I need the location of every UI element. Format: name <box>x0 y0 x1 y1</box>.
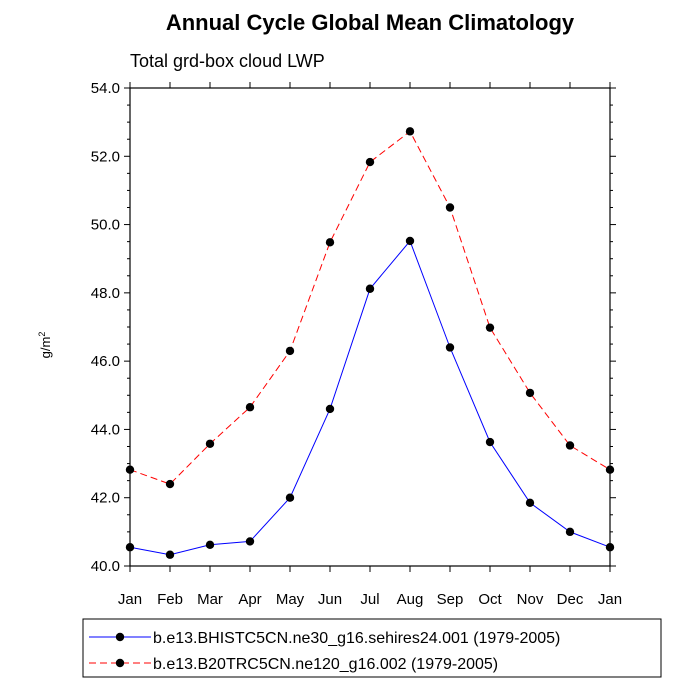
x-tick-label: Apr <box>238 591 261 608</box>
series-2-point <box>365 157 375 167</box>
series-2-point <box>605 465 615 474</box>
x-tick-label: Sep <box>437 591 464 608</box>
x-tick-label: Jan <box>598 591 622 608</box>
series-1-point <box>285 493 295 502</box>
series-1-point <box>365 284 375 293</box>
y-axis-label-exponent: 2 <box>37 332 47 337</box>
series-2-point <box>325 238 335 247</box>
x-tick-label: Jun <box>318 591 342 608</box>
y-tick-label: 42.0 <box>91 490 120 507</box>
x-tick-label: Nov <box>517 591 544 608</box>
series-2-point <box>525 388 535 398</box>
series-2-point <box>445 203 455 212</box>
series-2-point <box>285 346 295 356</box>
series-2-point <box>165 479 175 489</box>
series-1-point <box>205 540 215 550</box>
x-tick-label: Feb <box>157 591 183 608</box>
series-1-point <box>325 404 335 414</box>
y-axis-label: g/m2 <box>37 332 53 359</box>
x-tick-label: Dec <box>557 591 584 608</box>
legend-swatch-marker-2 <box>115 658 125 668</box>
series-1-point <box>445 343 455 352</box>
x-tick-label: Mar <box>197 591 223 608</box>
series-1-point <box>125 543 135 552</box>
y-tick-label: 48.0 <box>91 285 120 302</box>
x-tick-label: Aug <box>397 591 424 608</box>
y-tick-label: 50.0 <box>91 217 120 234</box>
series-1-point <box>165 550 175 559</box>
series-1-point <box>485 437 495 447</box>
y-tick-label: 44.0 <box>91 421 120 438</box>
y-tick-label: 52.0 <box>91 148 120 165</box>
series-2-point <box>245 403 255 412</box>
y-axis-label-unit: g/m <box>38 337 53 359</box>
chart-title: Annual Cycle Global Mean Climatology <box>166 10 575 35</box>
series-2-point <box>205 439 215 448</box>
series-2-point <box>405 127 415 136</box>
series-1-point <box>525 498 535 508</box>
x-tick-label: Jan <box>118 591 142 608</box>
series-2-point <box>565 441 575 450</box>
series-1-point <box>565 527 575 537</box>
series-1-point <box>405 236 415 246</box>
series-1-point <box>605 543 615 552</box>
series-1-point <box>245 537 255 546</box>
y-tick-label: 54.0 <box>91 80 120 97</box>
legend-box <box>82 618 662 678</box>
series-2-line <box>129 130 611 485</box>
y-tick-label: 46.0 <box>91 353 120 370</box>
y-tick-label: 40.0 <box>91 558 120 575</box>
legend-entry-1: b.e13.BHISTC5CN.ne30_g16.sehires24.001 (… <box>153 630 560 647</box>
x-tick-label: Oct <box>478 591 502 608</box>
chart-subtitle: Total grd-box cloud LWP <box>130 51 325 71</box>
legend-swatch-marker-1 <box>115 632 125 642</box>
series-2-point <box>485 323 495 332</box>
x-tick-label: Jul <box>360 591 379 608</box>
legend-entry-2: b.e13.B20TRC5CN.ne120_g16.002 (1979-2005… <box>153 656 498 673</box>
x-tick-label: May <box>276 591 305 608</box>
series-2-point <box>125 465 135 474</box>
